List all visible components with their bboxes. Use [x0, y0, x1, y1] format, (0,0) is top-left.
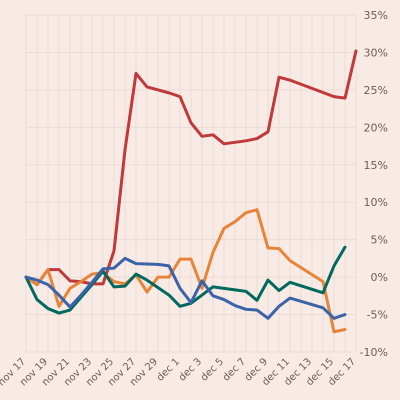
series-line-3 [24, 245, 347, 315]
x-tick-label: dec 5 [199, 356, 226, 383]
y-tick-label: -5% [367, 309, 388, 322]
y-tick-label: 25% [364, 84, 388, 97]
y-tick-label: 0% [371, 271, 388, 284]
x-tick-label: dec 1 [155, 356, 182, 383]
y-tick-label: 35% [364, 9, 388, 22]
series-line-1 [24, 49, 358, 287]
x-tick-label: dec 7 [221, 356, 248, 383]
y-tick-label: 5% [371, 234, 388, 247]
x-tick-label: dec 3 [177, 356, 204, 383]
series-line-2 [24, 208, 347, 334]
y-tick-label: 30% [364, 46, 388, 59]
chart-series [24, 49, 358, 334]
y-tick-label: 10% [364, 196, 388, 209]
y-tick-label: 15% [364, 159, 388, 172]
y-tick-label: -10% [360, 346, 388, 359]
y-axis-ticks: 35% 30% 25% 20% 15% 10% 5% 0% -5% -10% [360, 9, 388, 359]
y-tick-label: 20% [364, 121, 388, 134]
series-line-4 [24, 256, 347, 320]
